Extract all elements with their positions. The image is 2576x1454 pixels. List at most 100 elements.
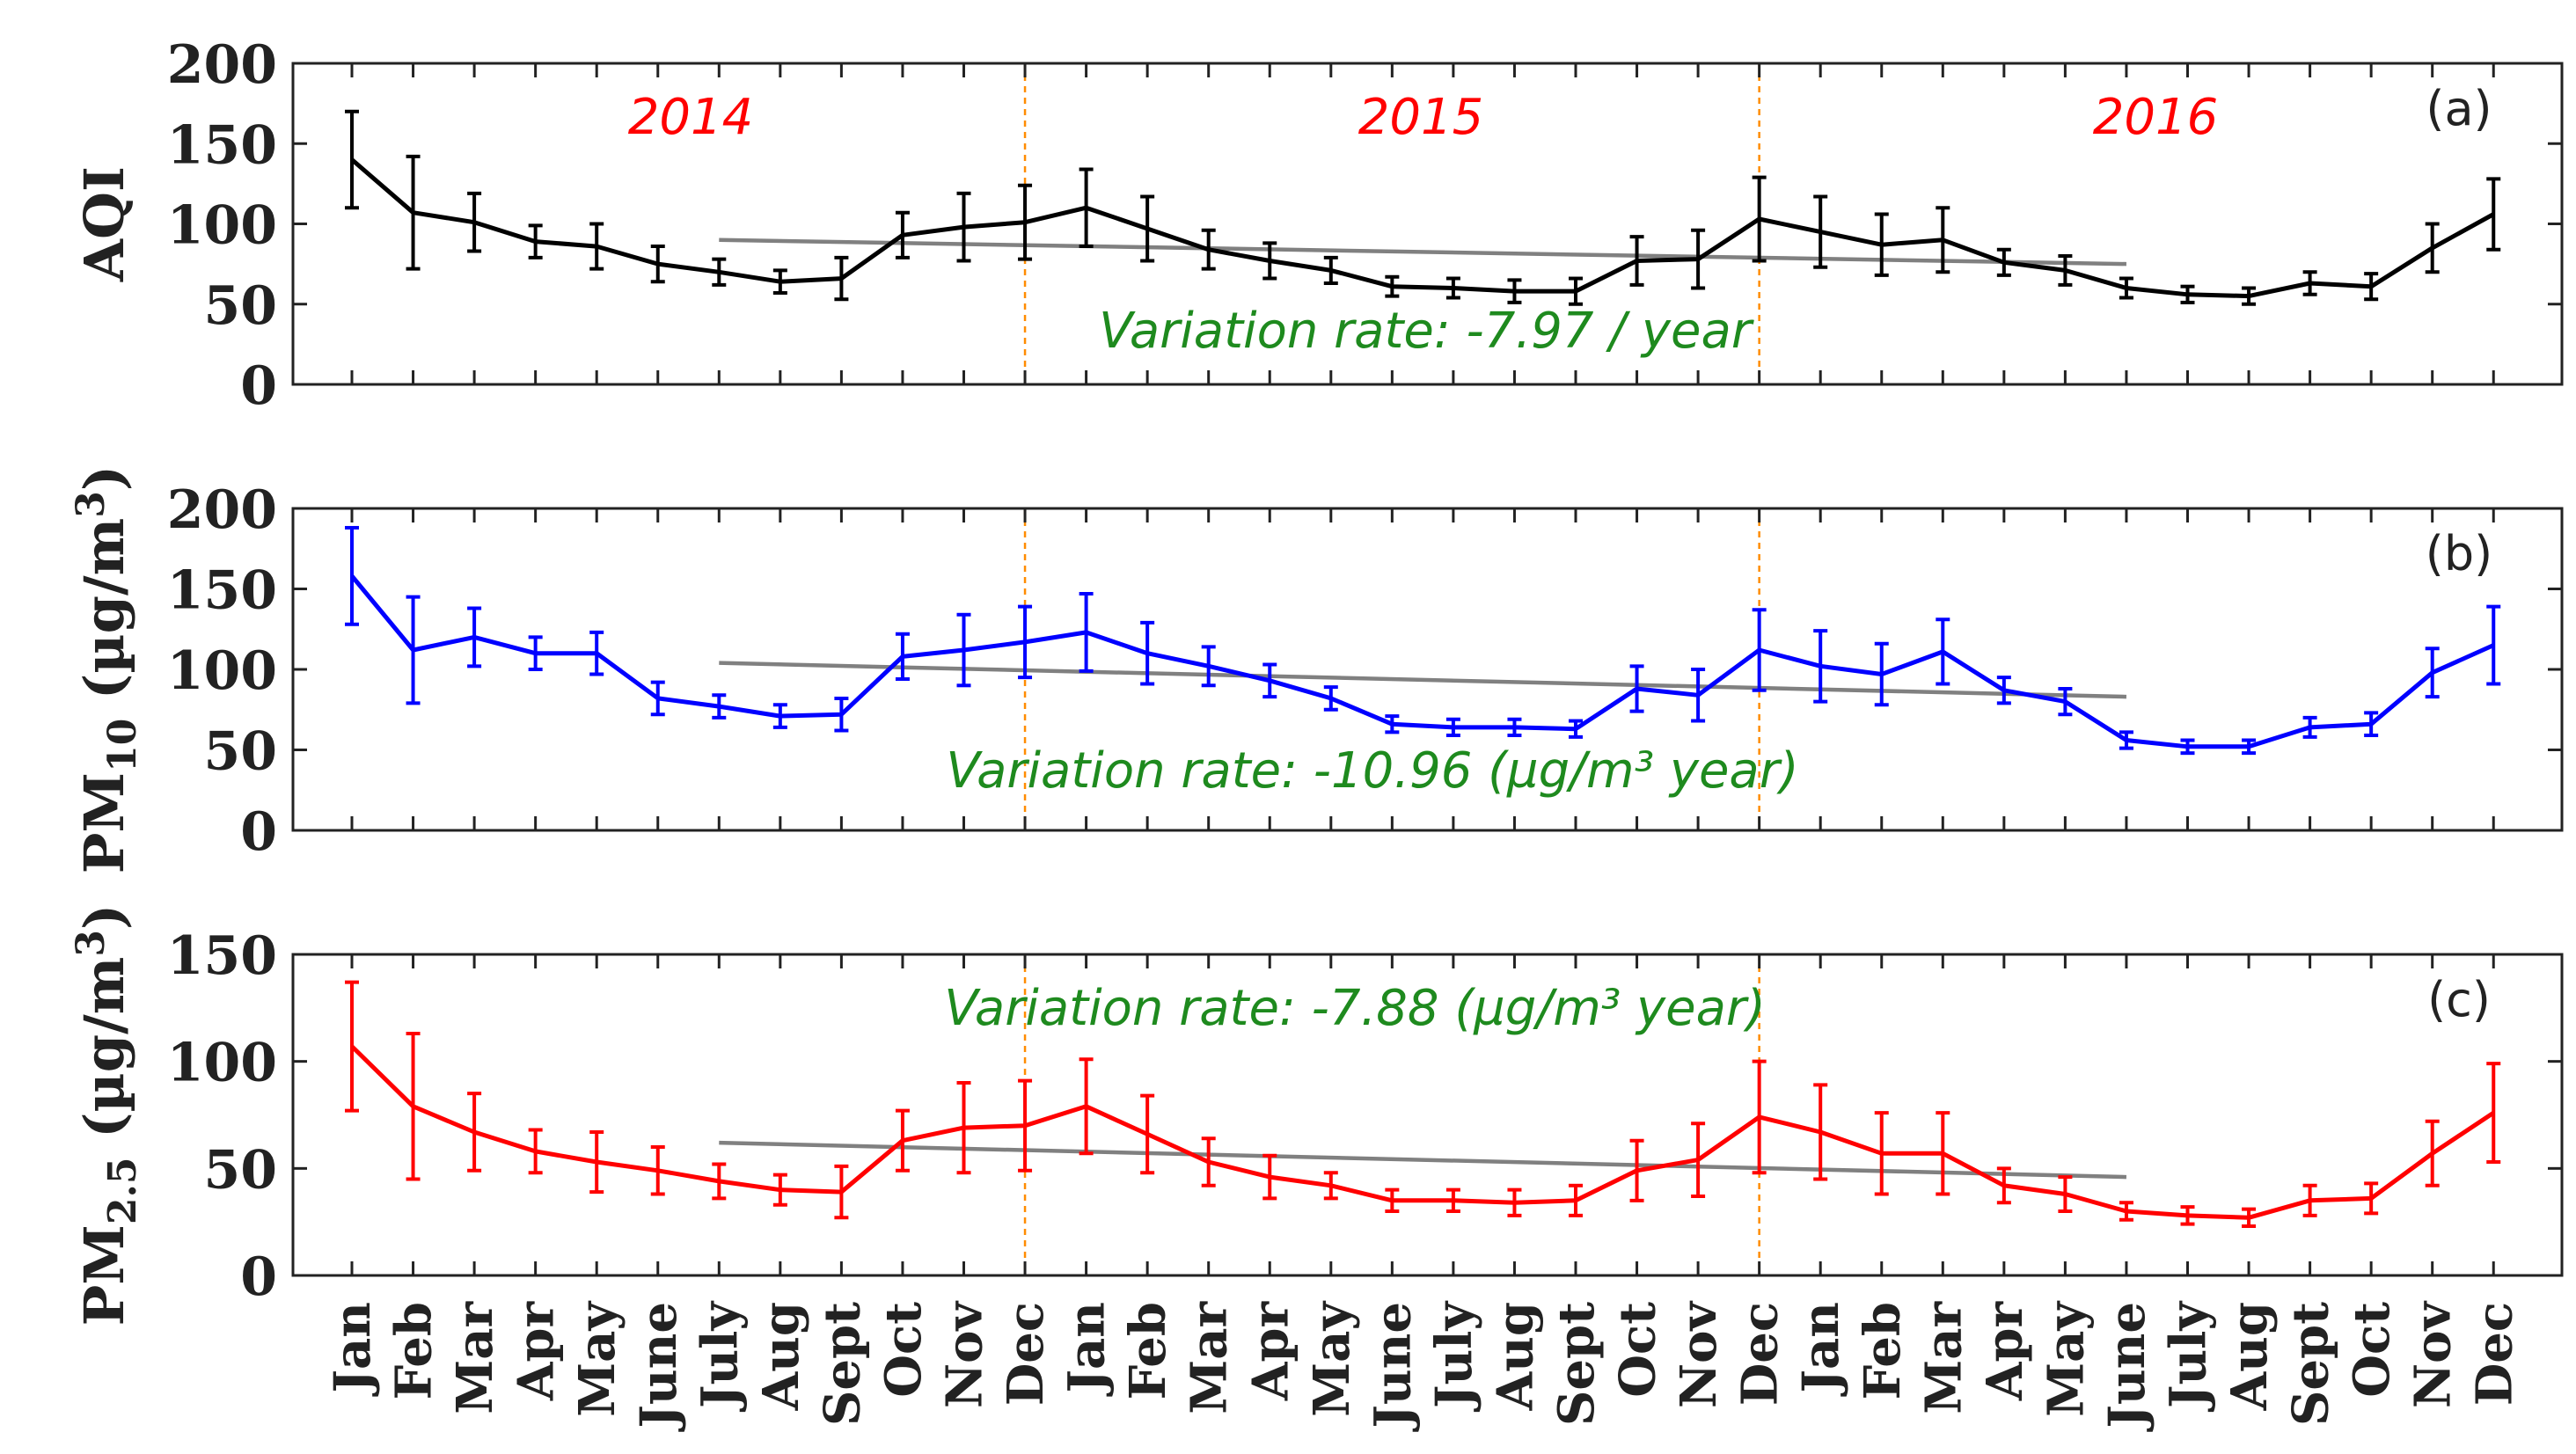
x-tick-label: May xyxy=(2037,1301,2095,1417)
data-point xyxy=(717,270,721,274)
data-point xyxy=(1880,672,1884,676)
x-tick-label: Mar xyxy=(1181,1301,1239,1414)
x-tick-label: Jan xyxy=(1058,1302,1116,1398)
x-tick-label: Mar xyxy=(1914,1301,1972,1414)
x-tick-label: Sept xyxy=(1548,1302,1606,1426)
data-point xyxy=(656,262,660,266)
x-tick-label: Nov xyxy=(2404,1301,2463,1409)
y-tick-label: 0 xyxy=(240,1246,277,1308)
y-tick-label: 50 xyxy=(204,1139,278,1201)
data-point xyxy=(412,1105,415,1108)
x-tick-label: Sept xyxy=(813,1302,871,1426)
data-point xyxy=(2309,1199,2312,1202)
data-point xyxy=(1023,1124,1027,1128)
data-point xyxy=(1880,243,1884,246)
data-point xyxy=(2125,1209,2128,1213)
data-point xyxy=(534,1150,538,1153)
y-tick-label: 150 xyxy=(167,925,277,987)
data-point xyxy=(779,280,782,283)
data-point xyxy=(472,1130,476,1134)
data-point xyxy=(350,1045,354,1048)
x-tick-label: Oct xyxy=(1609,1302,1667,1398)
data-point xyxy=(962,1126,965,1129)
data-point xyxy=(1880,1151,1884,1155)
data-point xyxy=(1452,1199,1455,1202)
data-point xyxy=(1390,722,1394,726)
data-point xyxy=(1329,697,1333,700)
y-tick-label: 100 xyxy=(167,1033,277,1094)
y-tick-label: 50 xyxy=(204,275,278,337)
trend-line xyxy=(719,237,2126,267)
panel-1: 0 50 100 150 200 AQI (a) Variation rate: -7.97 … xyxy=(72,34,2564,417)
x-tick-label: Aug xyxy=(1486,1302,1544,1411)
axes-frame xyxy=(291,953,2564,1277)
y-tick-label: 0 xyxy=(240,355,277,417)
x-tick-label: July xyxy=(2160,1301,2218,1413)
data-point xyxy=(839,1190,843,1194)
data-point xyxy=(2492,213,2495,216)
x-tick-label: Feb xyxy=(1854,1302,1912,1399)
data-point xyxy=(1512,289,1516,293)
series-line xyxy=(350,157,2495,299)
panel-3: 0 50 100 150 PM2.5 (µg/m3) (c) Variation rate:… xyxy=(69,904,2564,1326)
x-tick-label: Apr xyxy=(508,1301,566,1402)
x-tick-label: Dec xyxy=(997,1302,1055,1406)
data-point xyxy=(1636,1169,1639,1173)
data-point xyxy=(1941,1151,1944,1155)
data-point xyxy=(901,233,904,237)
data-point xyxy=(595,1160,598,1164)
data-point xyxy=(1696,1158,1700,1162)
panel-label: (c) xyxy=(2427,972,2491,1027)
data-point xyxy=(1085,631,1088,634)
data-point xyxy=(1758,648,1761,652)
data-point xyxy=(2369,722,2373,726)
data-point xyxy=(2186,1214,2189,1217)
data-point xyxy=(2431,671,2434,675)
data-point xyxy=(412,648,415,652)
data-point xyxy=(1452,287,1455,289)
x-tick-label: July xyxy=(691,1301,749,1413)
variation-rate-label: Variation rate: -7.88 (µg/m³ year) xyxy=(944,980,1766,1037)
data-point xyxy=(779,714,782,718)
data-point xyxy=(534,240,538,244)
x-tick-label: June xyxy=(630,1302,688,1433)
data-point xyxy=(656,697,660,700)
data-point xyxy=(2309,281,2312,285)
data-point xyxy=(962,648,965,652)
data-point xyxy=(901,654,904,658)
y-tick-label: 50 xyxy=(204,721,278,783)
data-point xyxy=(962,225,965,229)
data-point xyxy=(1329,1184,1333,1187)
data-point xyxy=(1207,1160,1211,1164)
data-point xyxy=(2247,295,2250,298)
data-point xyxy=(2431,1151,2434,1155)
data-point xyxy=(472,221,476,224)
data-point xyxy=(1145,652,1149,655)
y-tick-label: 200 xyxy=(167,479,277,541)
year-label: 2015 xyxy=(1358,89,1484,146)
x-tick-label: Dec xyxy=(2465,1302,2523,1406)
series-line xyxy=(350,574,2495,749)
x-tick-label: Apr xyxy=(1976,1301,2034,1402)
y-tick-label: 150 xyxy=(167,560,277,622)
x-tick-label: May xyxy=(1303,1301,1361,1417)
data-point xyxy=(901,1139,904,1143)
variation-rate-label: Variation rate: -7.97 / year xyxy=(1099,303,1754,360)
data-point xyxy=(1696,693,1700,697)
data-point xyxy=(1268,259,1271,262)
data-point xyxy=(1758,217,1761,221)
data-point xyxy=(1636,259,1639,262)
data-point xyxy=(2125,739,2128,742)
x-tick-label: Mar xyxy=(446,1301,504,1414)
y-axis-label: PM10 (µg/m3) xyxy=(69,465,145,873)
x-tick-label: Nov xyxy=(936,1301,994,1409)
data-point xyxy=(2492,644,2495,647)
x-tick-label: Nov xyxy=(1670,1301,1728,1409)
data-point xyxy=(717,705,721,708)
data-point xyxy=(1512,1201,1516,1204)
data-point xyxy=(1636,687,1639,690)
data-point xyxy=(1145,227,1149,230)
year-label: 2016 xyxy=(2093,89,2219,146)
x-tick-label: July xyxy=(1425,1301,1483,1413)
